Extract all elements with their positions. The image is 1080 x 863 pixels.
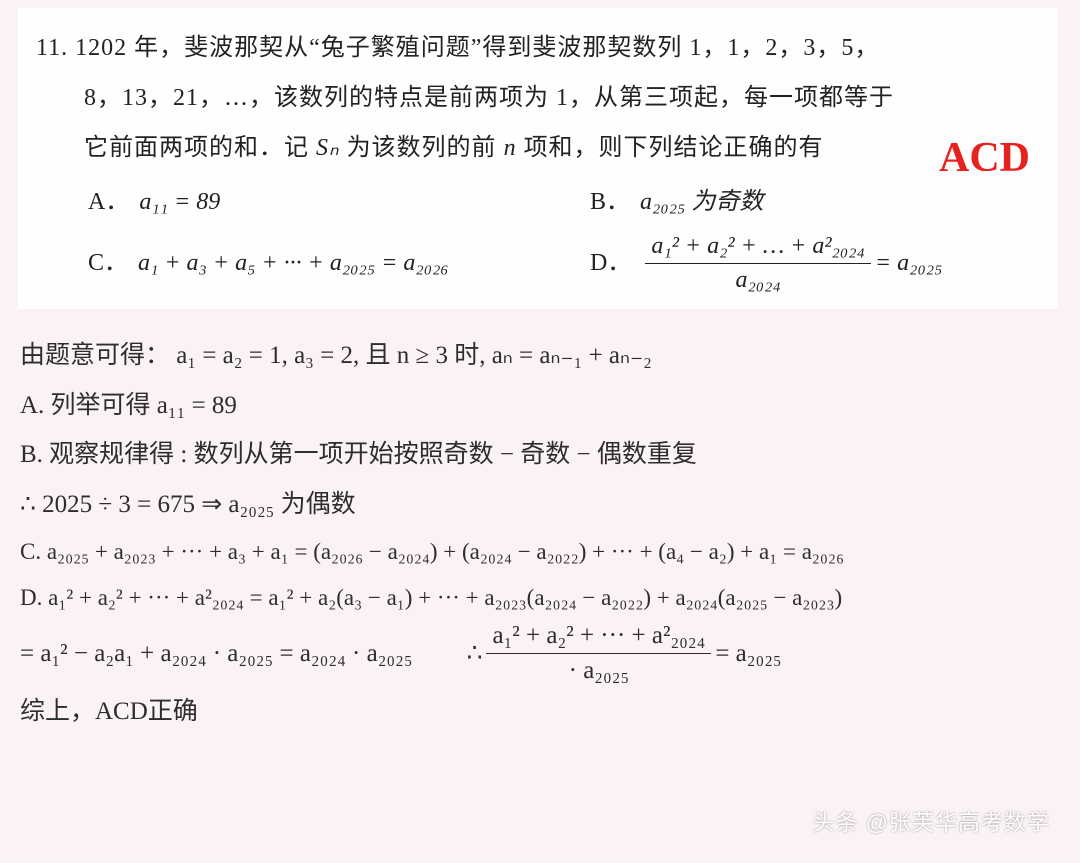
options-row-1: A． a₁₁ = 89 B． a₂₀₂₅ 为奇数 [36,178,1040,226]
sol7-den: · a₂₀₂₅ [569,657,630,684]
solution-line-4: ∴ 2025 ÷ 3 = 675 ⇒ a₂₀₂₅ 为偶数 [20,481,1060,529]
option-a: A． a₁₁ = 89 [36,178,538,226]
option-d-den: a₂₀₂₄ [735,267,780,293]
therefore-symbol: ∴ [20,491,36,518]
option-c: C． a₁ + a₃ + a₅ + ··· + a₂₀₂₅ = a₂₀₂₆ [36,232,538,295]
solution-line-3: B. 观察规律得 : 数列从第一项开始按照奇数 − 奇数 − 偶数重复 [20,431,1060,479]
answer-annotation: ACD [939,116,1030,200]
option-b-label: B． [590,178,630,226]
problem-line-3-prefix: 它前面两项的和．记 [84,135,316,161]
solution-block: 由题意可得： a₁ = a₂ = 1, a₃ = 2, 且 n ≥ 3 时, a… [20,330,1060,738]
options-row-2: C． a₁ + a₃ + a₅ + ··· + a₂₀₂₅ = a₂₀₂₆ D．… [36,232,1040,295]
problem-line-3-mid: 为该数列的前 [340,135,504,161]
solution-line-6: D. a₁² + a₂² + ··· + a²₂₀₂₄ = a₁² + a₂(a… [20,576,1060,620]
sol7-after: = a₂₀₂₅ [715,630,781,678]
page-root: 11. 1202 年，斐波那契从“兔子繁殖问题”得到斐波那契数列 1，1，2，3… [0,0,1080,863]
problem-line-1: 11. 1202 年，斐波那契从“兔子繁殖问题”得到斐波那契数列 1，1，2，3… [36,24,1040,72]
problem-line-3-suffix: 项和，则下列结论正确的有 [517,135,824,161]
solution-line-5: C. a₂₀₂₅ + a₂₀₂₃ + ··· + a₃ + a₁ = (a₂₀₂… [20,530,1060,574]
option-b-text: a₂₀₂₅ 为奇数 [640,189,763,215]
solution-line-8: 综上，ACD正确 [20,688,1060,736]
option-d: D． a₁² + a₂² + … + a²₂₀₂₄ a₂₀₂₄ = a₂₀₂₅ [538,232,1040,295]
option-d-fraction: a₁² + a₂² + … + a²₂₀₂₄ a₂₀₂₄ [645,232,871,295]
option-a-label: A． [88,178,129,226]
solution-line-1: 由题意可得： a₁ = a₂ = 1, a₃ = 2, 且 n ≥ 3 时, a… [20,332,1060,380]
option-c-text: a₁ + a₃ + a₅ + ··· + a₂₀₂₅ = a₂₀₂₆ [138,250,449,276]
solution-line-2: A. 列举可得 a₁₁ = 89 [20,382,1060,430]
option-d-label: D． [590,239,631,287]
option-d-after: = a₂₀₂₅ [875,250,943,276]
sn-symbol: Sₙ [316,135,340,161]
watermark-text: 头条 @张芙华高考数学 [813,805,1050,837]
sol7-num: a₁² + a₂² + ··· + a²₂₀₂₄ [492,622,705,649]
option-d-num: a₁² + a₂² + … + a²₂₀₂₄ [651,233,865,259]
solution-line-7-left: = a₁² − a₂a₁ + a₂₀₂₄ · a₂₀₂₅ = a₂₀₂₄ · a… [20,630,413,678]
problem-box: 11. 1202 年，斐波那契从“兔子繁殖问题”得到斐波那契数列 1，1，2，3… [18,8,1058,309]
option-a-text: a₁₁ = 89 [139,189,220,215]
option-c-label: C． [88,239,128,287]
n-symbol: n [504,135,517,161]
solution-line-7-fraction: a₁² + a₂² + ··· + a²₂₀₂₄ · a₂₀₂₅ [486,621,711,686]
problem-line-2: 8，13，21，…，该数列的特点是前两项为 1，从第三项起，每一项都等于 [36,74,1040,122]
solution-line-7-right: ∴ a₁² + a₂² + ··· + a²₂₀₂₄ · a₂₀₂₅ = a₂₀… [467,621,782,686]
problem-line-3: 它前面两项的和．记 Sₙ 为该数列的前 n 项和，则下列结论正确的有 [36,124,1040,172]
solution-line-4-text: 2025 ÷ 3 = 675 ⇒ a₂₀₂₅ 为偶数 [36,491,356,518]
therefore-symbol-2: ∴ [467,630,483,678]
solution-line-7: = a₁² − a₂a₁ + a₂₀₂₄ · a₂₀₂₅ = a₂₀₂₄ · a… [20,621,1060,686]
